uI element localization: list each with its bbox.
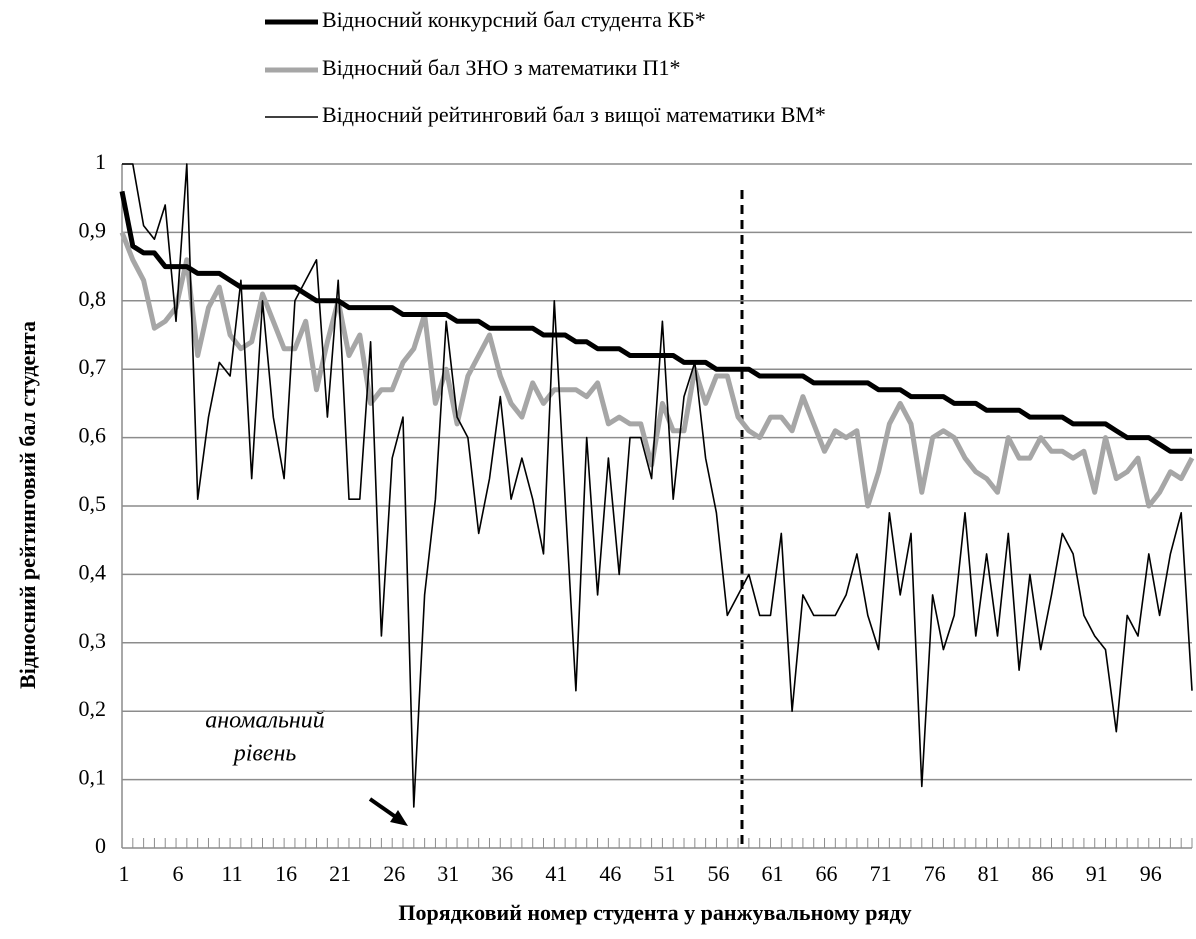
x-tick-label: 1 — [119, 861, 130, 886]
legend-label: Відносний бал ЗНО з математики П1* — [322, 55, 681, 80]
annotation-arrowhead — [390, 810, 408, 826]
series-line — [119, 190, 1192, 454]
y-tick-label: 1 — [95, 149, 106, 174]
y-tick-label: 0,1 — [79, 765, 107, 790]
x-axis-title: Порядковий номер студента у ранжувальном… — [398, 900, 911, 925]
x-tick-label: 71 — [870, 861, 892, 886]
x-tick-label: 11 — [221, 861, 242, 886]
y-tick-label: 0,2 — [79, 696, 107, 721]
y-tick-label: 0,3 — [79, 628, 107, 653]
x-tick-label: 41 — [545, 861, 567, 886]
x-tick-label: 61 — [761, 861, 783, 886]
x-tick-label: 21 — [329, 861, 351, 886]
x-tick-label: 86 — [1032, 861, 1054, 886]
series-line — [119, 231, 1195, 509]
y-tick-label: 0 — [95, 833, 106, 858]
x-tick-label: 81 — [978, 861, 1000, 886]
legend-label: Відносний конкурсний бал студента КБ* — [322, 7, 706, 32]
y-tick-label: 0,5 — [79, 491, 107, 516]
y-axis-title: Відносний рейтинговий бал студента — [15, 321, 40, 689]
series-line — [122, 163, 1193, 808]
y-tick-label: 0,8 — [79, 286, 107, 311]
y-tick-label: 0,7 — [79, 354, 107, 379]
x-tick-label: 96 — [1140, 861, 1162, 886]
x-tick-label: 26 — [383, 861, 405, 886]
x-tick-label: 36 — [491, 861, 513, 886]
x-tick-label: 16 — [275, 861, 297, 886]
x-tick-label: 46 — [599, 861, 621, 886]
x-tick-label: 76 — [924, 861, 946, 886]
annotation: рівень — [232, 741, 297, 767]
x-tick-label: 91 — [1086, 861, 1108, 886]
x-tick-label: 56 — [707, 861, 729, 886]
x-tick-label: 66 — [816, 861, 838, 886]
y-tick-label: 0,9 — [79, 217, 107, 242]
x-tick-label: 51 — [653, 861, 675, 886]
x-tick-label: 6 — [173, 861, 184, 886]
y-tick-label: 0,4 — [79, 559, 107, 584]
y-tick-label: 0,6 — [79, 423, 107, 448]
x-tick-label: 31 — [437, 861, 459, 886]
legend-label: Відносний рейтинговий бал з вищої матема… — [322, 102, 826, 127]
